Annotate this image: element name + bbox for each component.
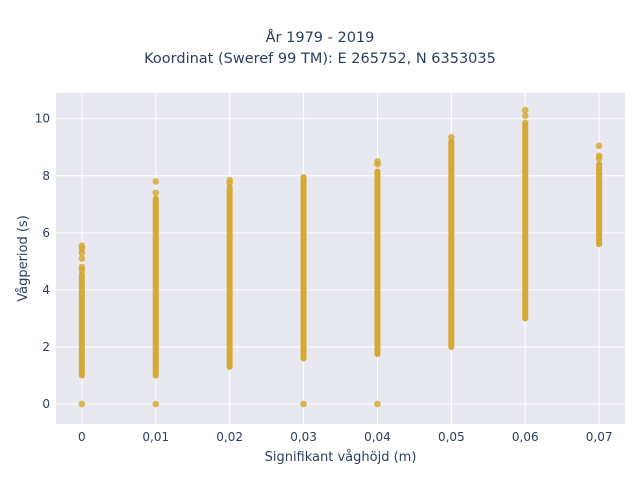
- data-point-column: [448, 138, 455, 350]
- data-point: [152, 178, 160, 185]
- x-tick-label: 0,04: [364, 430, 391, 444]
- data-points: [78, 106, 603, 408]
- y-tick-label: 0: [42, 397, 50, 411]
- data-point-column: [374, 168, 381, 358]
- data-point: [78, 255, 86, 262]
- data-point: [595, 152, 603, 160]
- data-point-column: [596, 161, 603, 248]
- x-tick-label: 0,07: [586, 430, 613, 444]
- data-point: [300, 400, 307, 408]
- data-point: [521, 112, 529, 120]
- y-axis-title: Vågperiod (s): [16, 215, 31, 302]
- data-point: [78, 263, 86, 271]
- data-point-column: [522, 122, 529, 322]
- data-point: [521, 119, 529, 127]
- x-axis-title: Signifikant våghöjd (m): [265, 450, 417, 465]
- data-point-column: [226, 184, 233, 370]
- data-point: [595, 142, 603, 150]
- data-point-column: [300, 174, 307, 362]
- y-axis-ticks: 0 2 4 6 8 10: [35, 112, 50, 411]
- y-tick-label: 2: [42, 340, 50, 354]
- chart-title-line-1: År 1979 - 2019: [265, 30, 375, 46]
- x-tick-label: 0,03: [290, 430, 317, 444]
- data-point: [448, 133, 455, 141]
- y-tick-label: 4: [42, 283, 50, 297]
- y-tick-label: 8: [42, 169, 50, 183]
- data-point: [78, 400, 86, 408]
- x-tick-label: 0,06: [512, 430, 539, 444]
- data-point-column: [152, 195, 159, 379]
- data-point: [152, 400, 160, 408]
- data-point: [374, 400, 381, 408]
- data-point: [78, 242, 86, 249]
- data-point: [521, 106, 529, 114]
- data-point: [226, 176, 233, 184]
- x-tick-label: 0,02: [216, 430, 243, 444]
- data-point: [374, 158, 381, 165]
- x-axis-ticks: 0 0,01 0,02 0,03 0,04 0,05 0,06 0,07: [78, 430, 612, 444]
- plot-area: [56, 93, 625, 424]
- data-point: [152, 189, 160, 197]
- y-tick-label: 6: [42, 226, 50, 240]
- y-tick-label: 10: [35, 112, 50, 126]
- x-tick-label: 0,01: [142, 430, 169, 444]
- chart-title-line-2: Koordinat (Sweref 99 TM): E 265752, N 63…: [144, 51, 496, 67]
- x-tick-label: 0,05: [438, 430, 465, 444]
- x-tick-label: 0: [78, 430, 86, 444]
- data-point-column: [78, 271, 85, 379]
